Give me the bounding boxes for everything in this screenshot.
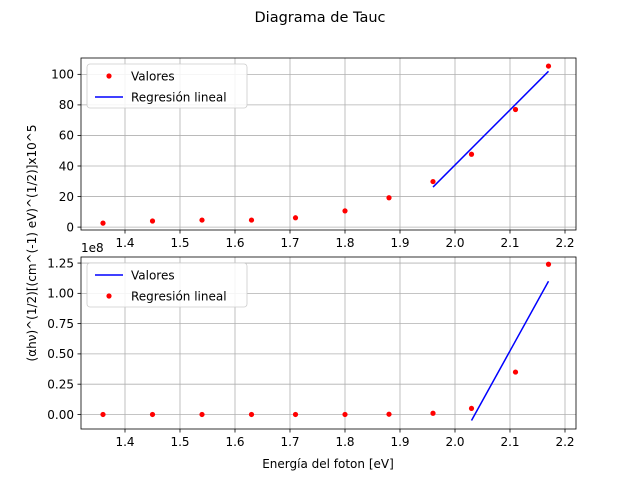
y-tick-label: 20: [59, 190, 74, 204]
x-tick-label: 1.6: [225, 236, 244, 250]
legend-point-swatch: [106, 73, 112, 79]
x-tick-label: 1.5: [170, 435, 189, 449]
legend: Valores Regresión lineal: [86, 63, 248, 109]
y-tick-label: 60: [59, 129, 74, 143]
x-tick-label: 1.7: [280, 236, 299, 250]
x-tick-label: 2.1: [500, 236, 519, 250]
x-tick-label: 1.9: [390, 435, 409, 449]
y-tick-label: 100: [51, 68, 74, 82]
x-tick-label: 1.4: [115, 435, 134, 449]
axes-frame: [80, 256, 577, 430]
y-tick-label: 0.00: [47, 408, 74, 422]
x-tick-label: 1.5: [170, 236, 189, 250]
x-tick-label: 2.0: [445, 435, 464, 449]
x-tick-label: 1.9: [390, 236, 409, 250]
y-tick-label: 80: [59, 98, 74, 112]
data-point: [342, 411, 348, 418]
data-point: [386, 411, 392, 417]
data-point: [248, 217, 255, 223]
y-tick-label: 0.25: [47, 377, 74, 391]
x-tick-label: 2.1: [500, 435, 519, 449]
y-tick-label: 0: [66, 220, 74, 234]
data-point: [512, 369, 519, 375]
legend-box: [86, 63, 248, 109]
legend-entry: Valores: [131, 268, 175, 282]
data-point: [248, 411, 255, 418]
data-point: [100, 220, 106, 226]
data-point: [545, 261, 552, 267]
data-point: [430, 410, 436, 416]
data-point: [199, 411, 205, 418]
data-point: [292, 411, 299, 418]
y-tick-label: 1.00: [47, 287, 74, 301]
x-tick-label: 1.7: [280, 435, 299, 449]
y-tick-label: 0.75: [47, 317, 74, 331]
data-point: [149, 218, 156, 224]
figure-xlabel: Energía del foton [eV]: [262, 457, 394, 471]
x-tick-label: 2.2: [555, 435, 574, 449]
data-point: [468, 151, 475, 157]
data-point: [430, 178, 436, 185]
legend-box: [86, 262, 248, 308]
legend-entry: Regresión lineal: [131, 289, 227, 303]
data-point: [386, 195, 392, 201]
x-tick-label: 2.2: [555, 236, 574, 250]
data-point: [545, 63, 552, 69]
top-panel: 1.4 1.5 1.6 1.7 1.8 1.9 2.0 2.1 2.2 0 20 40 60 80 100 V…: [51, 57, 577, 250]
data-point: [100, 411, 106, 418]
x-tick-label: 1.6: [225, 435, 244, 449]
figure-ylabel: (αhν)^(1/2)[(cm^(-1) eV)^(1/2)]x10^5: [25, 125, 39, 362]
x-tick-label: 1.8: [335, 236, 354, 250]
y-offset-text: 1e8: [81, 241, 104, 255]
axes-frame: [80, 57, 577, 231]
data-point: [512, 106, 519, 113]
data-point: [342, 208, 348, 214]
legend-point-swatch: [106, 293, 112, 299]
bottom-panel: 1.4 1.5 1.6 1.7 1.8 1.9 2.0 2.1 2.2 0.00 0.25 0.50 0…: [47, 241, 577, 449]
x-tick-label: 1.8: [335, 435, 354, 449]
x-tick-label: 1.4: [115, 236, 134, 250]
data-point: [468, 405, 475, 412]
data-point: [149, 411, 156, 418]
data-point: [292, 215, 299, 221]
legend: Valores Regresión lineal: [86, 262, 248, 308]
y-tick-label: 40: [59, 159, 74, 173]
figure-title: Diagrama de Tauc: [255, 10, 386, 26]
x-tick-label: 2.0: [445, 236, 464, 250]
data-point: [199, 217, 205, 223]
series-line: [470, 280, 550, 421]
legend-entry: Valores: [131, 69, 175, 83]
legend-entry: Regresión lineal: [131, 90, 227, 104]
y-tick-label: 0.50: [47, 347, 74, 361]
series-line: [432, 70, 550, 188]
y-tick-label: 1.25: [47, 256, 74, 270]
